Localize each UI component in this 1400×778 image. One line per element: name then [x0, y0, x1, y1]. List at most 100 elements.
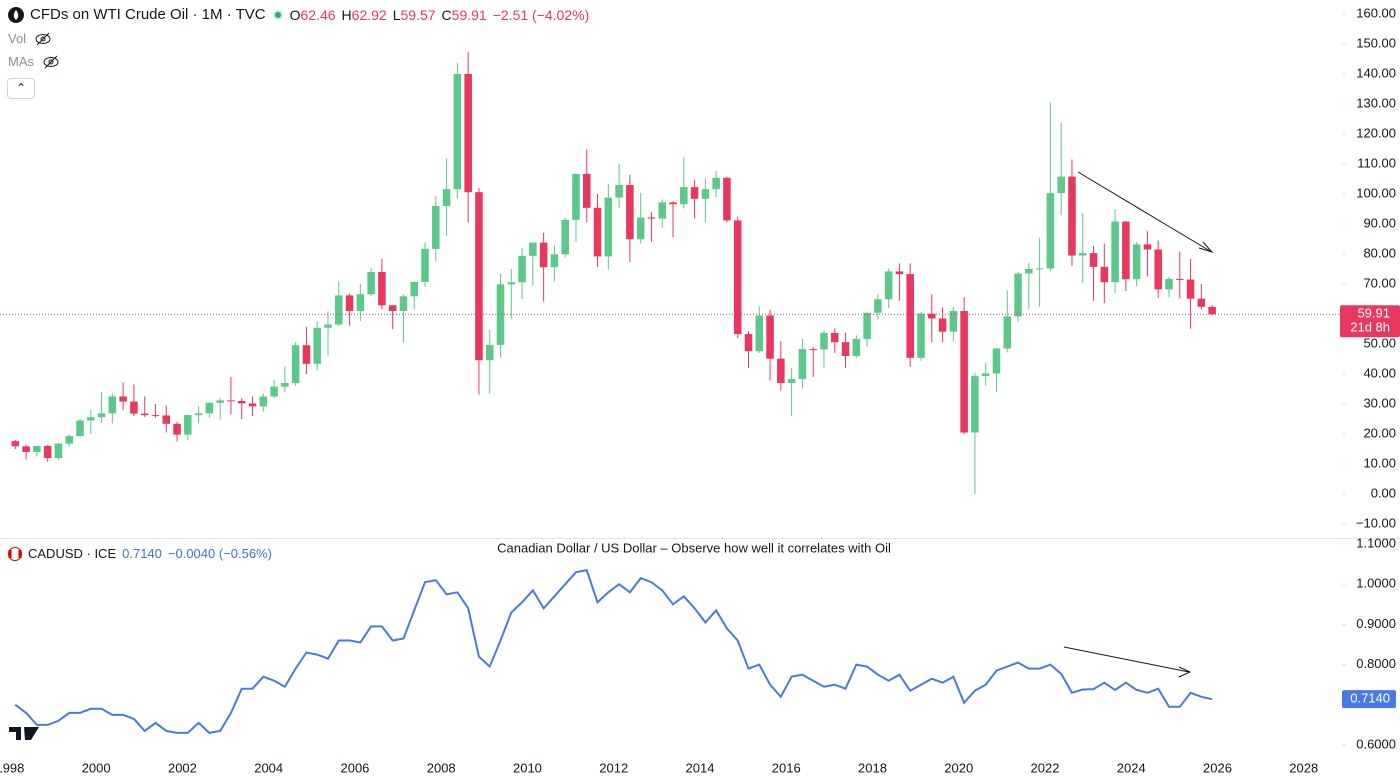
candle-body — [615, 185, 623, 198]
candle-body — [1208, 306, 1216, 315]
last-value-box — [1342, 690, 1396, 709]
candle-body — [1089, 253, 1098, 267]
y-tick-label: 70.00 — [1363, 275, 1396, 290]
candle-body — [194, 413, 203, 416]
y-tick-label: 130.00 — [1356, 95, 1396, 110]
candle-body — [1035, 268, 1044, 270]
ohlc-value: 62.92 — [351, 6, 387, 23]
ohlc-key: H — [341, 6, 352, 23]
y-tick-label: −10.00 — [1356, 515, 1396, 530]
candle-body — [949, 310, 958, 332]
candle-body — [432, 206, 440, 249]
ohlc-key: O — [289, 6, 301, 23]
arrow-head — [1198, 241, 1214, 254]
candle-body — [1154, 249, 1162, 290]
ohlc-item: O62.46 — [290, 7, 336, 23]
cad-title[interactable]: CADUSD · ICE — [28, 546, 117, 561]
candle-body — [604, 197, 613, 257]
candle-body — [388, 305, 397, 311]
candle-body — [1003, 316, 1012, 349]
candle-body — [690, 187, 699, 199]
indicator-name: Vol — [8, 31, 27, 46]
y-tick-label: 140.00 — [1356, 65, 1396, 80]
candle-body — [1197, 298, 1206, 307]
y-tick-label: 80.00 — [1363, 245, 1396, 260]
cad-header: CADUSD · ICE 0.7140 −0.0040 (−0.56%) — [8, 546, 272, 561]
ohlc-key: C — [441, 6, 452, 23]
candle-body — [475, 192, 483, 361]
candle-body — [733, 220, 742, 335]
y-tick-label: 160.00 — [1356, 5, 1396, 20]
y-tick-label: 1.1000 — [1356, 535, 1396, 550]
candle-body — [636, 217, 645, 240]
symbol-title[interactable]: CFDs on WTI Crude Oil · 1M · TVC — [30, 6, 266, 23]
candle-body — [184, 415, 192, 435]
cad-last: 0.7140 — [122, 546, 162, 561]
candle-body — [1143, 244, 1152, 250]
candle-body — [820, 332, 828, 350]
candle-body — [960, 310, 968, 433]
candle-body — [97, 413, 106, 418]
x-tick-label: 2014 — [686, 760, 715, 775]
countdown-label: 21d 8h — [1350, 320, 1390, 335]
candle-body — [485, 344, 494, 361]
candle-body — [701, 189, 710, 199]
ohlc-key: L — [392, 6, 401, 23]
y-tick-label: 10.00 — [1363, 455, 1396, 470]
market-status — [272, 9, 283, 20]
cad-change: −0.0040 (−0.56%) — [167, 546, 272, 561]
candle-body — [755, 315, 764, 352]
symbol-header: CFDs on WTI Crude Oil · 1M · TVC O62.46 H… — [8, 6, 589, 23]
ohlc-value: 62.46 — [300, 6, 336, 23]
candle-body — [830, 332, 839, 343]
y-tick-label: 120.00 — [1356, 125, 1396, 140]
hidden-icon[interactable] — [34, 32, 52, 46]
candle-body — [1046, 193, 1055, 269]
candle-body — [1068, 176, 1076, 256]
x-tick-label: 2018 — [858, 760, 887, 775]
candle-body — [884, 271, 893, 300]
candle-body — [809, 349, 817, 351]
y-tick-label: 0.8000 — [1356, 656, 1396, 671]
candle-body — [43, 445, 52, 458]
y-tick-label: 0.6000 — [1356, 736, 1396, 751]
candle-body — [173, 423, 181, 435]
candle-body — [421, 248, 429, 282]
candle-body — [1025, 269, 1033, 274]
ohlc-legend: O62.46 H62.92 L59.57 C59.91 — [290, 7, 487, 23]
candle-body — [1057, 176, 1065, 194]
candle-body — [658, 202, 667, 219]
y-tick-label: 50.00 — [1363, 335, 1396, 350]
ohlc-item: C59.91 — [442, 7, 487, 23]
candle-body — [1014, 273, 1022, 317]
candle-body — [981, 373, 990, 377]
candle-body — [841, 342, 850, 356]
x-tick-label: 2012 — [599, 760, 628, 775]
candle-body — [507, 282, 516, 285]
ohlc-item: L59.57 — [393, 7, 436, 23]
candle-body — [442, 189, 451, 207]
line-series — [14, 569, 1213, 734]
candle-body — [227, 400, 235, 402]
indicator-name: MAs — [8, 54, 34, 69]
x-tick-label: 2006 — [340, 760, 369, 775]
candle-body — [140, 413, 149, 416]
candle-body — [151, 415, 160, 417]
hidden-icon[interactable] — [42, 55, 60, 69]
annotation: Canadian Dollar / US Dollar – Observe ho… — [497, 540, 891, 555]
indicator[interactable]: MAs — [8, 54, 60, 69]
y-tick-label: 30.00 — [1363, 395, 1396, 410]
candle-body — [518, 255, 526, 283]
indicator[interactable]: Vol — [8, 31, 52, 46]
candle-body — [205, 402, 214, 414]
candle-body — [302, 345, 311, 364]
candle-body — [938, 318, 947, 332]
candle-body — [539, 242, 548, 268]
candle-body — [787, 379, 796, 383]
collapse-button[interactable]: ⌃ — [7, 78, 35, 99]
x-tick-label: 1998 — [0, 760, 24, 775]
candle-body — [928, 313, 936, 319]
candle-body — [130, 401, 138, 414]
candle-body — [76, 420, 84, 437]
y-tick-label: 40.00 — [1363, 365, 1396, 380]
